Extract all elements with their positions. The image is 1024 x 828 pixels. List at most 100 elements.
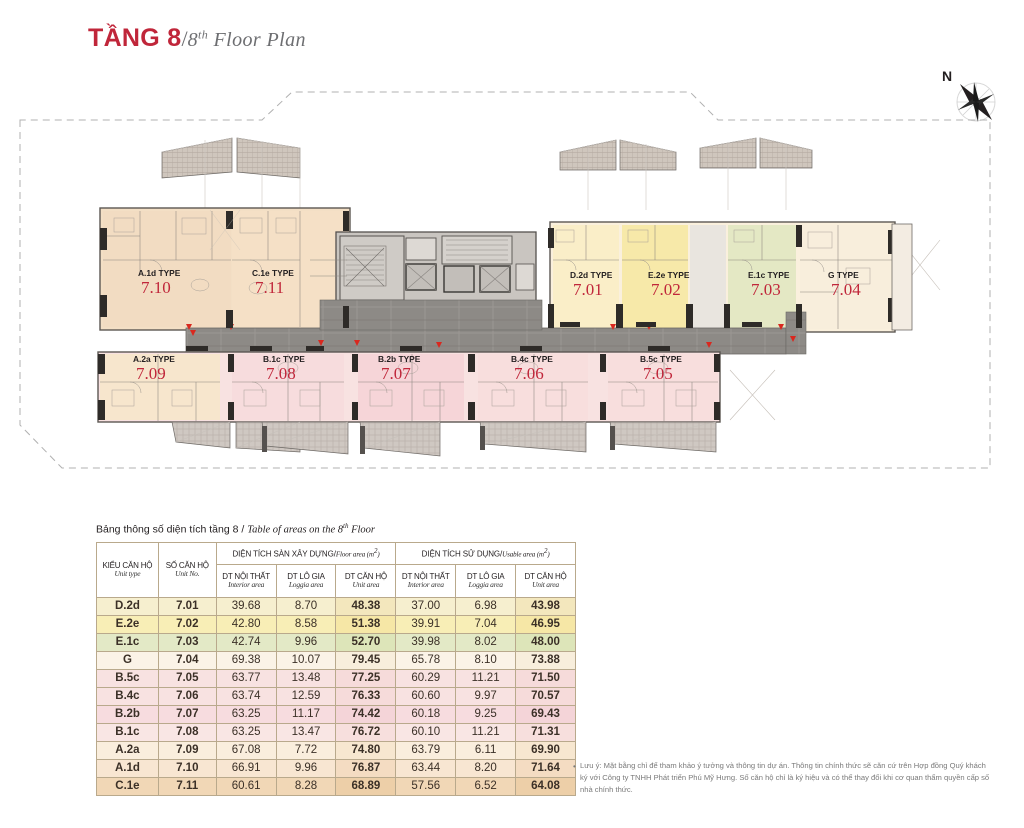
cell-f-interior: 63.25 [215, 704, 277, 724]
door-swing-symbols [129, 259, 825, 394]
cell-u-loggia: 8.02 [455, 632, 517, 652]
unit-number-label: 7.08 [266, 364, 296, 383]
cell-f-unit: 77.25 [335, 668, 397, 688]
cell-type: E.1c [96, 632, 159, 652]
cell-f-loggia: 13.47 [275, 722, 337, 742]
cell-type: A.2a [96, 740, 159, 760]
cell-type: B.1c [96, 722, 159, 742]
cell-u-interior: 39.91 [395, 614, 457, 634]
cell-f-unit: 68.89 [335, 776, 397, 796]
cell-no: 7.09 [157, 740, 217, 760]
unit-type-label: B.1c TYPE [263, 354, 305, 364]
unit-number-label: 7.02 [651, 280, 681, 299]
table-row: E.1c 7.03 42.74 9.96 52.70 39.98 8.02 48.00 [96, 632, 576, 652]
unit-fill-7-06 [478, 354, 588, 420]
cell-no: 7.07 [157, 704, 217, 724]
footnote-bullet: • [573, 762, 576, 771]
cell-u-loggia: 6.52 [455, 776, 517, 796]
cell-u-interior: 60.29 [395, 668, 457, 688]
lower-wing-guides [175, 421, 717, 449]
cell-f-unit: 52.70 [335, 632, 397, 652]
footnote-disclaimer: • Lưu ý: Mặt bằng chỉ để tham khảo ý tưởn… [573, 760, 995, 795]
cell-no: 7.01 [157, 596, 217, 616]
cell-u-interior: 65.78 [395, 650, 457, 670]
cell-u-loggia: 6.98 [455, 596, 517, 616]
cell-f-loggia: 8.58 [275, 614, 337, 634]
header-group-floor-tail: ) [377, 550, 380, 559]
page-title: TẦNG 8/8th Floor Plan [88, 24, 306, 53]
unit-type-label: B.4c TYPE [511, 354, 553, 364]
cell-f-unit: 76.87 [335, 758, 397, 778]
cell-f-unit: 76.33 [335, 686, 397, 706]
header-group-usable-en: Usable area (m [502, 550, 545, 559]
cell-f-loggia: 9.96 [275, 632, 337, 652]
header-usable-loggia-en: Loggia area [468, 579, 503, 589]
cell-f-interior: 63.25 [215, 722, 277, 742]
cell-u-unit: 71.64 [515, 758, 576, 778]
unit-number-label: 7.07 [381, 364, 411, 383]
header-floor-loggia: DT LÔ GIA Loggia area [275, 563, 337, 598]
table-row: G 7.04 69.38 10.07 79.45 65.78 8.10 73.88 [96, 650, 576, 670]
cell-u-unit: 43.98 [515, 596, 576, 616]
header-floor-interior-vi: DT NỘI THẤT [222, 571, 270, 581]
cell-f-interior: 42.74 [215, 632, 277, 652]
compass-north-label: N [942, 68, 953, 84]
unit-type-label: E.2e TYPE [648, 270, 690, 280]
cell-f-loggia: 11.17 [275, 704, 337, 724]
header-group-usable-tail: ) [547, 550, 550, 559]
cell-f-loggia: 12.59 [275, 686, 337, 706]
unit-fill-7-10 [103, 211, 231, 327]
table-row: B.4c 7.06 63.74 12.59 76.33 60.60 9.97 70.57 [96, 686, 576, 706]
cell-no: 7.02 [157, 614, 217, 634]
cell-f-loggia: 8.28 [275, 776, 337, 796]
table-row: C.1e 7.11 60.61 8.28 68.89 57.56 6.52 64.08 [96, 776, 576, 796]
cell-type: C.1e [96, 776, 159, 796]
area-table-section: Bảng thông số diện tích tầng 8 / Table o… [96, 522, 576, 796]
table-row: D.2d 7.01 39.68 8.70 48.38 37.00 6.98 43.98 [96, 596, 576, 616]
table-row: B.1c 7.08 63.25 13.47 76.72 60.10 11.21 71.31 [96, 722, 576, 742]
header-group-usable-area: DIỆN TÍCH SỬ DỤNG/Usable area (m2) [395, 541, 576, 565]
table-caption-separator: / [238, 523, 248, 536]
title-separator: / [181, 26, 188, 51]
cell-u-unit: 71.31 [515, 722, 576, 742]
header-floor-interior: DT NỘI THẤT Interior area [215, 563, 277, 598]
cell-no: 7.06 [157, 686, 217, 706]
unit-number-label: 7.01 [573, 280, 603, 299]
cell-u-interior: 63.44 [395, 758, 457, 778]
cell-u-unit: 71.50 [515, 668, 576, 688]
cell-u-loggia: 8.10 [455, 650, 517, 670]
cell-type: B.4c [96, 686, 159, 706]
table-row: E.2e 7.02 42.80 8.58 51.38 39.91 7.04 46.95 [96, 614, 576, 634]
cell-u-loggia: 11.21 [455, 722, 517, 742]
table-row: B.5c 7.05 63.77 13.48 77.25 60.29 11.21 71.50 [96, 668, 576, 688]
cell-no: 7.08 [157, 722, 217, 742]
header-floor-unit-vi: DT CĂN HỘ [344, 571, 387, 581]
stair-core-right [690, 225, 726, 329]
header-group-floor-vi: DIỆN TÍCH SÀN XÂY DỰNG/ [232, 549, 336, 559]
header-unit-type: KIỂU CĂN HỘ Unit type [96, 541, 159, 598]
cell-u-loggia: 9.25 [455, 704, 517, 724]
cell-f-interior: 63.77 [215, 668, 277, 688]
structural-walls [98, 211, 894, 420]
cell-u-interior: 57.56 [395, 776, 457, 796]
header-floor-interior-en: Interior area [228, 579, 265, 589]
table-row: B.2b 7.07 63.25 11.17 74.42 60.18 9.25 69.43 [96, 704, 576, 724]
cell-f-interior: 69.38 [215, 650, 277, 670]
cell-f-interior: 66.91 [215, 758, 277, 778]
unit-number-label: 7.04 [831, 280, 861, 299]
unit-number-label: 7.11 [255, 278, 284, 297]
unit-type-label: A.1d TYPE [138, 268, 181, 278]
unit-type-label: B.2b TYPE [378, 354, 421, 364]
title-floor-en: 8th Floor Plan [188, 27, 306, 51]
table-row: A.2a 7.09 67.08 7.72 74.80 63.79 6.11 69.90 [96, 740, 576, 760]
cell-u-loggia: 6.11 [455, 740, 517, 760]
cell-u-interior: 39.98 [395, 632, 457, 652]
footnote-text: Lưu ý: Mặt bằng chỉ để tham khảo ý tưởng… [580, 761, 990, 794]
unit-type-label: D.2d TYPE [570, 270, 613, 280]
